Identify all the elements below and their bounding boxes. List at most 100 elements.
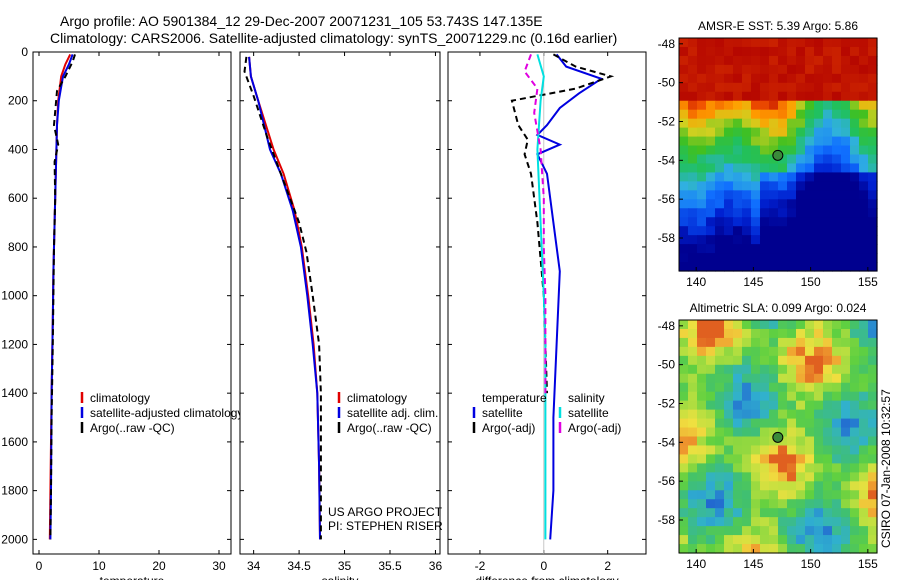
map-cell	[823, 355, 833, 366]
map-cell	[679, 145, 689, 156]
map-cell	[769, 46, 779, 57]
map-cell	[688, 253, 698, 263]
map-cell	[778, 127, 788, 138]
map-cell	[679, 320, 689, 330]
project-credit: US ARGO PROJECT	[328, 505, 443, 519]
map-cell	[742, 262, 752, 272]
map-cell	[769, 163, 779, 174]
map-cell	[805, 337, 815, 348]
map-cell	[859, 136, 869, 147]
map-cell	[715, 391, 725, 402]
map-cell	[850, 262, 860, 272]
map-cell	[769, 235, 779, 245]
map-cell	[823, 400, 833, 411]
map-cell	[778, 391, 788, 402]
map-cell	[814, 355, 824, 366]
map-cell	[841, 328, 851, 339]
map-cell	[868, 55, 878, 66]
map-cell	[841, 454, 851, 464]
map-cell	[850, 517, 860, 527]
map-cell	[850, 181, 860, 191]
map-cell	[841, 145, 851, 156]
y-tick-label: 1000	[1, 289, 28, 303]
legend-label: satellite	[482, 406, 523, 420]
map-cell	[706, 154, 716, 165]
map-cell	[796, 73, 806, 84]
map-cell	[805, 544, 815, 554]
map-cell	[814, 454, 824, 464]
map-cell	[688, 508, 698, 518]
map-cell	[832, 226, 842, 236]
map-cell	[832, 190, 842, 200]
map-cell	[679, 391, 689, 402]
map-cell	[688, 82, 698, 93]
map-cell	[832, 472, 842, 482]
map-cell	[697, 127, 707, 138]
map-cell	[868, 463, 878, 473]
map-cell	[868, 427, 878, 438]
map-cell	[796, 328, 806, 339]
map-cell	[733, 481, 743, 491]
map-cell	[778, 436, 788, 447]
map-cell	[859, 409, 869, 420]
map-cell	[841, 436, 851, 447]
map-cell	[733, 391, 743, 402]
map-cell	[688, 427, 698, 438]
map-cell	[796, 181, 806, 191]
map-cell	[823, 364, 833, 375]
map-cell	[733, 320, 743, 330]
map-cell	[841, 226, 851, 236]
map-cell	[733, 499, 743, 509]
temperature-profile-panel: 0 10 20 30 0 200 400 600 800 1000 1200 1400 1600 1800…	[1, 45, 243, 585]
map-cell	[841, 154, 851, 165]
map-cell	[760, 328, 770, 339]
map-cell	[868, 217, 878, 227]
map-cell	[751, 127, 761, 138]
map-cell	[841, 253, 851, 263]
map-cell	[742, 100, 752, 111]
map-cell	[715, 55, 725, 66]
map-cell	[787, 337, 797, 348]
map-cell	[859, 517, 869, 527]
map-cell	[868, 82, 878, 93]
map-cell	[832, 217, 842, 227]
map-cell	[697, 226, 707, 236]
map-cell	[751, 373, 761, 384]
map-cell	[841, 91, 851, 102]
map-cell	[706, 172, 716, 182]
map-cell	[688, 38, 698, 48]
legend-label: Argo(..raw -QC)	[90, 421, 175, 435]
map-cell	[760, 64, 770, 75]
map-cell	[832, 145, 842, 156]
legend-label: Argo(-adj)	[568, 421, 621, 435]
map-cell	[715, 127, 725, 138]
map-cell	[850, 508, 860, 518]
map-cell	[769, 154, 779, 165]
map-cell	[769, 364, 779, 375]
map-cell	[760, 244, 770, 254]
map-cell	[715, 163, 725, 174]
x-axis-label: temperature	[100, 574, 165, 580]
map-cell	[832, 481, 842, 491]
map-cell	[697, 208, 707, 218]
map-cell	[760, 145, 770, 156]
map-cell	[724, 418, 734, 429]
map-cell	[823, 253, 833, 263]
map-cell	[841, 235, 851, 245]
x-tick-label: 34.5	[287, 559, 311, 573]
map-cell	[868, 391, 878, 402]
map-cell	[796, 508, 806, 518]
map-cell	[724, 320, 734, 330]
map-cell	[751, 535, 761, 545]
map-cell	[733, 472, 743, 482]
map-cell	[787, 391, 797, 402]
map-cell	[841, 400, 851, 411]
map-cell	[733, 262, 743, 272]
map-cell	[715, 517, 725, 527]
map-cell	[832, 82, 842, 93]
map-cell	[688, 481, 698, 491]
map-cell	[787, 73, 797, 84]
map-cell	[814, 64, 824, 75]
map-cell	[814, 118, 824, 129]
